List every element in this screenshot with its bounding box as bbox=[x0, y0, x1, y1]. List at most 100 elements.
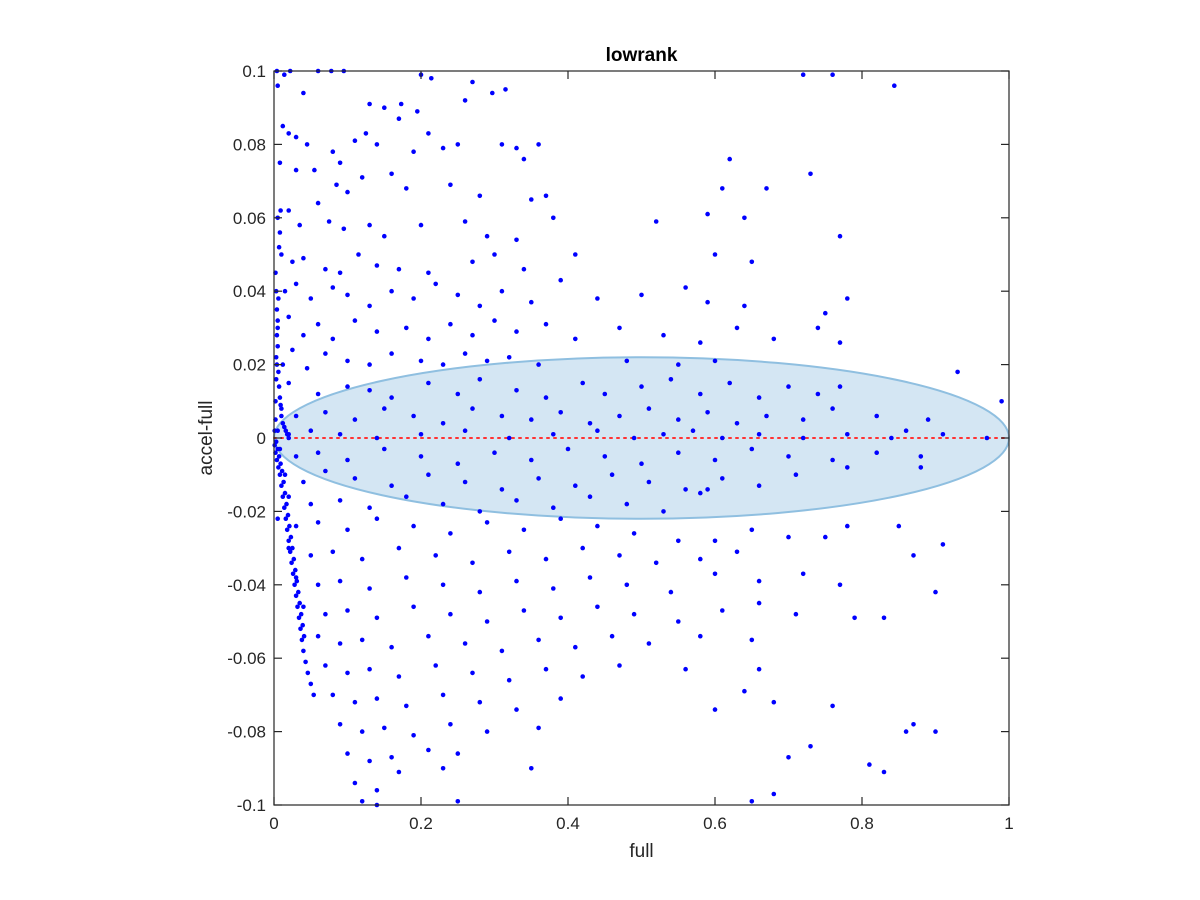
scatter-point bbox=[352, 476, 358, 481]
scatter-point bbox=[668, 377, 674, 382]
scatter-point bbox=[455, 391, 461, 397]
scatter-point bbox=[396, 769, 402, 775]
scatter-point bbox=[440, 501, 446, 507]
scatter-point bbox=[764, 413, 769, 419]
scatter-point bbox=[374, 142, 380, 147]
scatter-point bbox=[580, 380, 585, 386]
scatter-point bbox=[277, 395, 283, 400]
scatter-point bbox=[382, 105, 387, 110]
y-tick-label: 0 bbox=[257, 429, 266, 448]
scatter-point bbox=[337, 432, 343, 437]
scatter-point bbox=[646, 406, 652, 411]
scatter-point bbox=[484, 358, 490, 364]
scatter-point bbox=[514, 498, 519, 503]
scatter-point bbox=[284, 527, 290, 533]
scatter-point bbox=[396, 266, 402, 272]
scatter-point bbox=[359, 556, 365, 562]
scatter-point bbox=[573, 252, 578, 257]
scatter-point bbox=[558, 277, 563, 283]
scatter-point bbox=[984, 435, 990, 441]
scatter-point bbox=[918, 454, 924, 459]
scatter-point bbox=[595, 523, 600, 529]
scatter-point bbox=[903, 729, 909, 734]
y-tick-label: 0.06 bbox=[233, 209, 266, 228]
scatter-point bbox=[367, 505, 372, 511]
scatter-point bbox=[830, 72, 835, 77]
scatter-point bbox=[484, 729, 490, 734]
scatter-point bbox=[742, 688, 747, 694]
scatter-point bbox=[411, 149, 416, 154]
scatter-point bbox=[345, 384, 350, 389]
scatter-point bbox=[404, 494, 409, 500]
scatter-point bbox=[800, 417, 806, 422]
scatter-point bbox=[301, 633, 307, 639]
scatter-point bbox=[275, 516, 281, 521]
scatter-point bbox=[617, 553, 622, 558]
scatter-point bbox=[299, 637, 305, 643]
scatter-point bbox=[276, 369, 281, 375]
scatter-point bbox=[301, 604, 306, 610]
scatter-point bbox=[514, 329, 519, 334]
scatter-point bbox=[374, 329, 380, 334]
scatter-point bbox=[293, 134, 299, 140]
scatter-point bbox=[297, 600, 303, 606]
scatter-point bbox=[275, 83, 281, 88]
scatter-point bbox=[367, 303, 372, 309]
scatter-point bbox=[389, 755, 394, 760]
scatter-point bbox=[889, 435, 894, 441]
scatter-point bbox=[337, 722, 343, 727]
scatter-point bbox=[287, 549, 293, 555]
scatter-point bbox=[308, 681, 314, 687]
scatter-point bbox=[845, 432, 850, 437]
scatter-point bbox=[602, 454, 608, 459]
scatter-point bbox=[624, 501, 630, 507]
scatter-point bbox=[462, 428, 468, 434]
scatter-point bbox=[455, 292, 461, 298]
scatter-point bbox=[506, 549, 512, 555]
scatter-point bbox=[275, 325, 281, 331]
scatter-point bbox=[374, 263, 380, 268]
scatter-point bbox=[448, 722, 453, 727]
scatter-point bbox=[272, 428, 278, 434]
scatter-point bbox=[312, 167, 317, 173]
scatter-point bbox=[477, 193, 483, 199]
scatter-point bbox=[837, 582, 843, 588]
scatter-point bbox=[330, 285, 336, 290]
scatter-point bbox=[587, 575, 593, 580]
scatter-point bbox=[639, 461, 644, 467]
scatter-point bbox=[676, 619, 681, 624]
scatter-point bbox=[477, 589, 483, 595]
scatter-point bbox=[940, 432, 946, 437]
scatter-point bbox=[506, 677, 512, 683]
scatter-point bbox=[293, 523, 299, 529]
y-tick-label: 0.02 bbox=[233, 356, 266, 375]
scatter-point bbox=[742, 215, 747, 221]
scatter-point bbox=[668, 589, 674, 595]
scatter-point bbox=[274, 307, 280, 312]
scatter-point bbox=[529, 299, 534, 305]
scatter-point bbox=[311, 692, 317, 698]
scatter-point bbox=[631, 531, 637, 536]
scatter-point bbox=[291, 556, 297, 562]
scatter-point bbox=[367, 101, 372, 107]
scatter-point bbox=[352, 780, 358, 786]
scatter-point bbox=[396, 545, 402, 551]
scatter-point bbox=[286, 494, 292, 500]
y-tick-label: -0.02 bbox=[227, 502, 266, 521]
scatter-point bbox=[389, 288, 394, 294]
scatter-point bbox=[411, 733, 416, 738]
scatter-point bbox=[345, 292, 350, 298]
scatter-point bbox=[499, 648, 505, 654]
scatter-point bbox=[933, 589, 938, 595]
scatter-point bbox=[282, 424, 287, 430]
scatter-point bbox=[756, 395, 762, 400]
scatter-point bbox=[290, 545, 295, 551]
scatter-point bbox=[433, 553, 439, 558]
scatter-point bbox=[705, 211, 710, 217]
scatter-point bbox=[503, 87, 508, 92]
scatter-point bbox=[345, 751, 350, 756]
x-tick-label: 1 bbox=[1004, 814, 1013, 833]
scatter-point bbox=[918, 465, 924, 470]
scatter-point bbox=[653, 560, 659, 566]
